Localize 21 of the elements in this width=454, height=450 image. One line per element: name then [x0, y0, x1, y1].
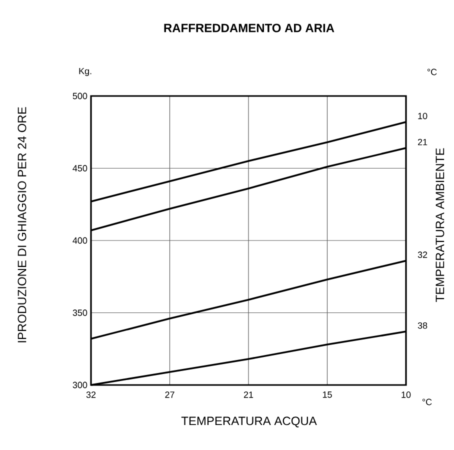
- x-axis-title: TEMPERATURA ACQUA: [181, 416, 317, 428]
- x-tick-label: 15: [322, 392, 332, 398]
- y2-axis-title: TEMPERATURA AMBIENTE: [436, 148, 444, 302]
- y-tick-label: 300: [72, 382, 88, 388]
- x-tick-label: 21: [244, 392, 254, 398]
- chart-title: RAFFREDDAMENTO AD ARIA: [164, 24, 334, 32]
- x-tick-label: 10: [402, 392, 411, 398]
- y-tick-label: 350: [72, 310, 88, 316]
- series-label: 32: [418, 252, 428, 258]
- x-tick-label: 27: [165, 392, 174, 398]
- text: °C: [422, 398, 432, 406]
- x-tick-label: 32: [86, 392, 96, 398]
- y-tick-label: 400: [72, 237, 88, 244]
- series-label: 38: [418, 322, 428, 329]
- y-tick-label: 450: [72, 165, 88, 172]
- text: Kg.: [79, 68, 92, 76]
- series-label: 21: [418, 138, 428, 146]
- text: °C: [427, 68, 437, 76]
- y-axis-title: IPRODUZIONE DI GHIAGGIO PER 24 ORE: [18, 107, 26, 342]
- y-tick-label: 500: [72, 92, 88, 100]
- series-label: 10: [418, 112, 428, 120]
